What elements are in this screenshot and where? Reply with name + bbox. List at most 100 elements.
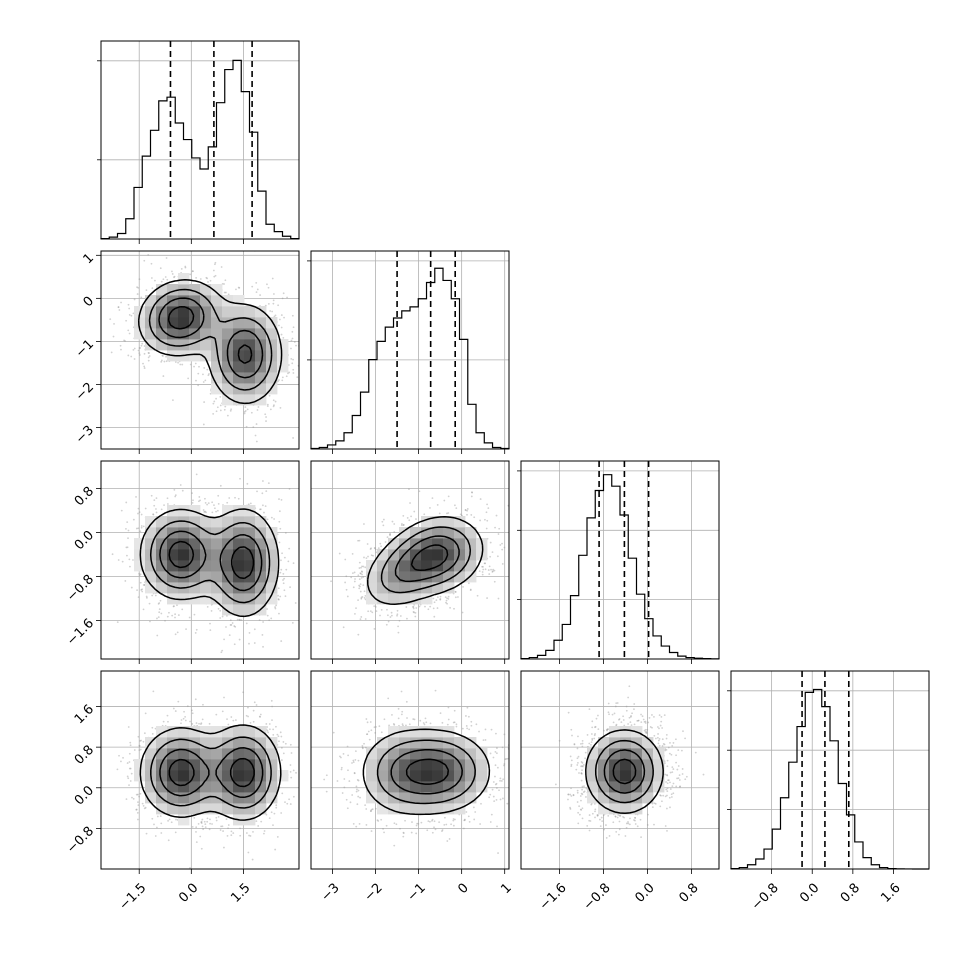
density-cell [222, 737, 234, 749]
scatter-point [667, 779, 670, 782]
scatter-point [513, 786, 515, 788]
scatter-point [630, 724, 633, 727]
scatter-point [132, 797, 135, 800]
scatter-point [248, 642, 250, 645]
histogram-panel-3 [727, 670, 930, 870]
scatter-point [402, 835, 405, 838]
density-cell [620, 781, 632, 793]
scatter-point [446, 840, 449, 842]
density-cell [631, 803, 643, 815]
scatter-point [142, 362, 144, 365]
scatter-point [223, 408, 226, 411]
density-cell [134, 759, 146, 771]
scatter-point [270, 811, 273, 814]
scatter-point [292, 326, 295, 329]
scatter-point [152, 513, 155, 516]
scatter-point [204, 826, 207, 829]
scatter-point [272, 405, 275, 408]
scatter-point [284, 531, 287, 534]
density-cell [377, 593, 389, 605]
density-cell [222, 759, 234, 771]
scatter-point [504, 758, 506, 761]
scatter-point [157, 602, 160, 605]
scatter-point [607, 702, 610, 705]
density-cell [200, 582, 212, 594]
scatter-point [209, 622, 211, 625]
density-cells-0 [134, 273, 289, 406]
scatter-point [661, 727, 664, 729]
density-cell [399, 759, 411, 771]
scatter-point [138, 795, 141, 798]
scatter-point [405, 700, 408, 703]
scatter-point [279, 731, 282, 734]
scatter-point [591, 739, 594, 741]
scatter-point [441, 721, 444, 724]
scatter-point [461, 727, 464, 730]
scatter-point [239, 827, 241, 830]
scatter-point [455, 723, 458, 726]
scatter-point [338, 552, 341, 555]
scatter-point [363, 742, 365, 745]
scatter-point [354, 613, 356, 615]
scatter-point [490, 568, 492, 571]
density-cell [266, 361, 278, 373]
scatter-point [135, 808, 138, 811]
density-cell [587, 781, 599, 793]
scatter-point [292, 795, 295, 798]
scatter-point [479, 823, 482, 825]
scatter-point [282, 572, 285, 575]
scatter-point [263, 832, 265, 835]
scatter-point [607, 728, 610, 731]
density-cell [200, 328, 212, 340]
scatter-point [267, 731, 270, 734]
scatter-point [625, 705, 628, 708]
density-cell [189, 339, 201, 351]
scatter-point [573, 743, 576, 746]
scatter-point [224, 279, 227, 282]
scatter-point [217, 502, 220, 505]
density-cell [189, 538, 201, 550]
scatter-point [605, 837, 608, 839]
scatter-point [396, 614, 398, 617]
density-cell [145, 339, 157, 351]
density-cell [222, 582, 234, 594]
scatter-point [183, 710, 185, 713]
scatter-point [210, 610, 213, 612]
scatter-point [162, 720, 165, 723]
density-cell [399, 560, 411, 572]
scatter-point [445, 823, 448, 826]
density-cell [167, 781, 179, 793]
scatter-point [666, 829, 668, 832]
density-cell [266, 538, 278, 550]
scatter-point [605, 824, 607, 826]
scatter-point [159, 599, 162, 602]
scatter-point [206, 368, 209, 371]
density-cell [421, 792, 433, 804]
density-cell [145, 317, 157, 329]
scatter-point [340, 768, 343, 771]
density-cell [233, 295, 245, 307]
scatter-point [142, 608, 145, 611]
scatter-point [136, 589, 138, 592]
scatter-point [232, 832, 235, 834]
scatter-point [167, 720, 169, 723]
scatter-point [492, 795, 495, 798]
scatter-point [503, 733, 506, 736]
scatter-point [373, 547, 376, 549]
scatter-point [464, 508, 467, 511]
scatter-point [255, 291, 258, 294]
density-cell [189, 516, 201, 528]
density-cell [222, 516, 234, 528]
scatter-point [342, 752, 345, 755]
y-tick-label-1-0: −3 [73, 423, 97, 447]
density-cell [399, 571, 411, 583]
scatter-point [206, 503, 209, 506]
scatter-point [136, 286, 138, 289]
scatter-point [144, 507, 147, 510]
scatter-point [499, 798, 502, 801]
scatter-point [573, 743, 576, 745]
scatter-point [470, 720, 473, 723]
density-cell [620, 792, 632, 804]
scatter-point [206, 817, 209, 820]
scatter-point [208, 722, 211, 725]
